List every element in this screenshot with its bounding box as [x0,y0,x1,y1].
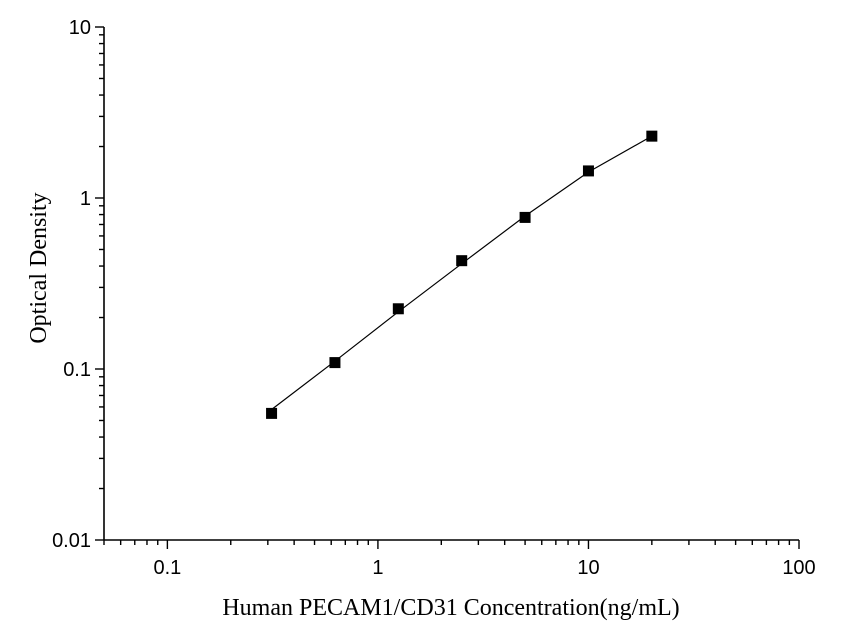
data-point [392,303,404,315]
y-tick-label: 1 [80,188,91,210]
x-tick-label: 1 [372,557,383,579]
y-axis-title: Optical Density [26,192,52,343]
x-tick-label: 0.1 [153,557,181,579]
x-tick-label: 10 [577,557,599,579]
axes [103,27,799,541]
data-point [646,130,658,142]
axis-ticks [95,26,800,549]
y-tick-label: 0.1 [63,359,91,381]
y-tick-label: 10 [69,17,91,39]
data-point [329,357,341,369]
fit-line [271,135,653,410]
tick-labels: 0.1 1 10 100 0.01 0.1 1 10 [52,17,816,579]
data-point [456,255,468,267]
x-axis-title: Human PECAM1/CD31 Concentration(ng/mL) [222,595,679,621]
data-points [266,130,658,419]
data-point [266,407,278,419]
fit-curve-group [271,135,653,410]
y-tick-label: 0.01 [52,530,91,552]
data-point [582,165,594,177]
x-tick-label: 100 [782,557,815,579]
data-point [519,211,531,223]
